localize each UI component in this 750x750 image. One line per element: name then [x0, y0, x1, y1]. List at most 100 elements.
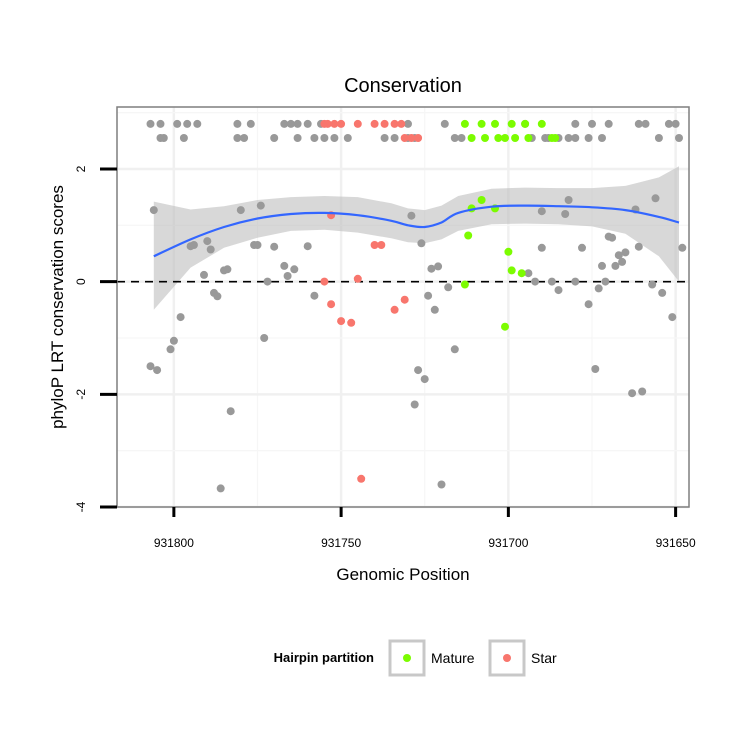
y-axis: -4 -2 0 2 [74, 165, 117, 512]
data-point-other [675, 134, 683, 142]
data-point-star [390, 305, 399, 314]
legend: Hairpin partition Mature Star [274, 639, 557, 677]
data-point-other [457, 134, 466, 142]
data-point-other [594, 284, 603, 293]
data-point-other [604, 119, 613, 128]
data-point-other [628, 389, 637, 398]
data-point-other [424, 291, 433, 300]
data-point-other [260, 334, 269, 342]
data-point-star [357, 474, 366, 483]
legend-key-mature [388, 639, 426, 677]
data-point-other [554, 286, 563, 295]
data-point-other [584, 300, 593, 309]
smooth-line [153, 204, 680, 258]
data-point-other [598, 261, 606, 270]
data-point-other [270, 242, 279, 251]
data-point-other [668, 313, 677, 322]
data-point-other [654, 134, 663, 142]
x-axis: 931800 931750 931700 931650 [154, 507, 696, 550]
data-point-other [537, 243, 546, 252]
data-point-other [588, 119, 596, 128]
data-point-other [293, 134, 302, 142]
data-point-star [353, 119, 362, 128]
data-point-star [407, 134, 416, 142]
legend-item-mature: Mature [388, 639, 475, 677]
data-point-mature [460, 119, 469, 128]
data-point-other [407, 211, 416, 220]
data-point-other [280, 119, 289, 128]
data-point-other [179, 134, 188, 142]
data-point-other [246, 119, 255, 128]
data-point-other [200, 270, 208, 279]
data-point-other [641, 119, 650, 128]
data-point-mature [467, 134, 476, 142]
data-point-other [450, 134, 459, 142]
data-point-other [598, 134, 606, 142]
x-axis-title: Genomic Position [336, 565, 469, 584]
chart-title: Conservation [344, 75, 462, 97]
y-axis-title: phyloP LRT conservation scores [48, 185, 67, 429]
data-point-other [159, 134, 168, 142]
data-point-other [601, 277, 610, 286]
data-point-mature [507, 266, 516, 275]
data-point-other [608, 233, 617, 242]
ribbon-area [153, 166, 680, 310]
data-point-other [156, 119, 165, 128]
data-point-other [310, 134, 319, 142]
data-point-other [233, 134, 242, 142]
data-point-other [618, 257, 627, 266]
data-point-star [414, 134, 423, 142]
data-point-other [390, 134, 399, 142]
data-point-other [226, 407, 235, 416]
data-point-other [414, 366, 423, 375]
y-tick-label-1: -2 [74, 389, 88, 400]
data-point-mature [511, 134, 520, 142]
data-point-other [146, 119, 155, 128]
data-point-other [671, 119, 680, 128]
data-point-other [183, 119, 192, 128]
data-point-mature [477, 196, 486, 204]
data-point-other [303, 119, 312, 128]
data-point-mature [494, 134, 503, 142]
data-point-other [223, 265, 232, 274]
data-point-other [430, 305, 439, 314]
data-point-mature [537, 119, 546, 128]
data-point-other [173, 119, 182, 128]
data-point-other [206, 245, 215, 254]
data-point-other [176, 313, 185, 322]
data-point-other [564, 134, 573, 142]
data-point-other [263, 277, 272, 286]
data-point-other [343, 134, 352, 142]
legend-item-star: Star [488, 639, 557, 677]
data-point-other [253, 241, 262, 249]
data-point-other [561, 210, 570, 218]
data-point-star [377, 241, 386, 249]
data-point-other [658, 288, 667, 297]
data-point-other [169, 336, 178, 345]
data-point-star [327, 300, 336, 309]
data-point-other [450, 345, 459, 354]
data-point-other [648, 280, 657, 289]
data-point-other [614, 251, 623, 260]
loess-curve [153, 204, 680, 258]
confidence-ribbon [153, 166, 680, 310]
data-point-other [634, 119, 643, 128]
data-point-other [571, 277, 580, 286]
data-point-other [611, 261, 620, 270]
y-tick-label-3: 2 [74, 165, 88, 172]
x-tick-label-2: 931700 [488, 536, 528, 550]
data-point-other [634, 242, 643, 251]
data-point-other [638, 387, 647, 396]
legend-swatch-mature [403, 654, 411, 662]
data-point-other [149, 206, 158, 215]
data-point-other [664, 119, 673, 128]
data-point-star [353, 274, 362, 283]
data-point-other [547, 277, 556, 286]
data-point-star [400, 134, 409, 142]
x-tick-label-0: 931800 [154, 536, 194, 550]
data-point-other [256, 201, 265, 210]
y-tick-label-0: -4 [74, 501, 88, 512]
data-point-star [370, 241, 379, 249]
data-point-other [531, 277, 540, 286]
data-point-star [337, 119, 346, 128]
